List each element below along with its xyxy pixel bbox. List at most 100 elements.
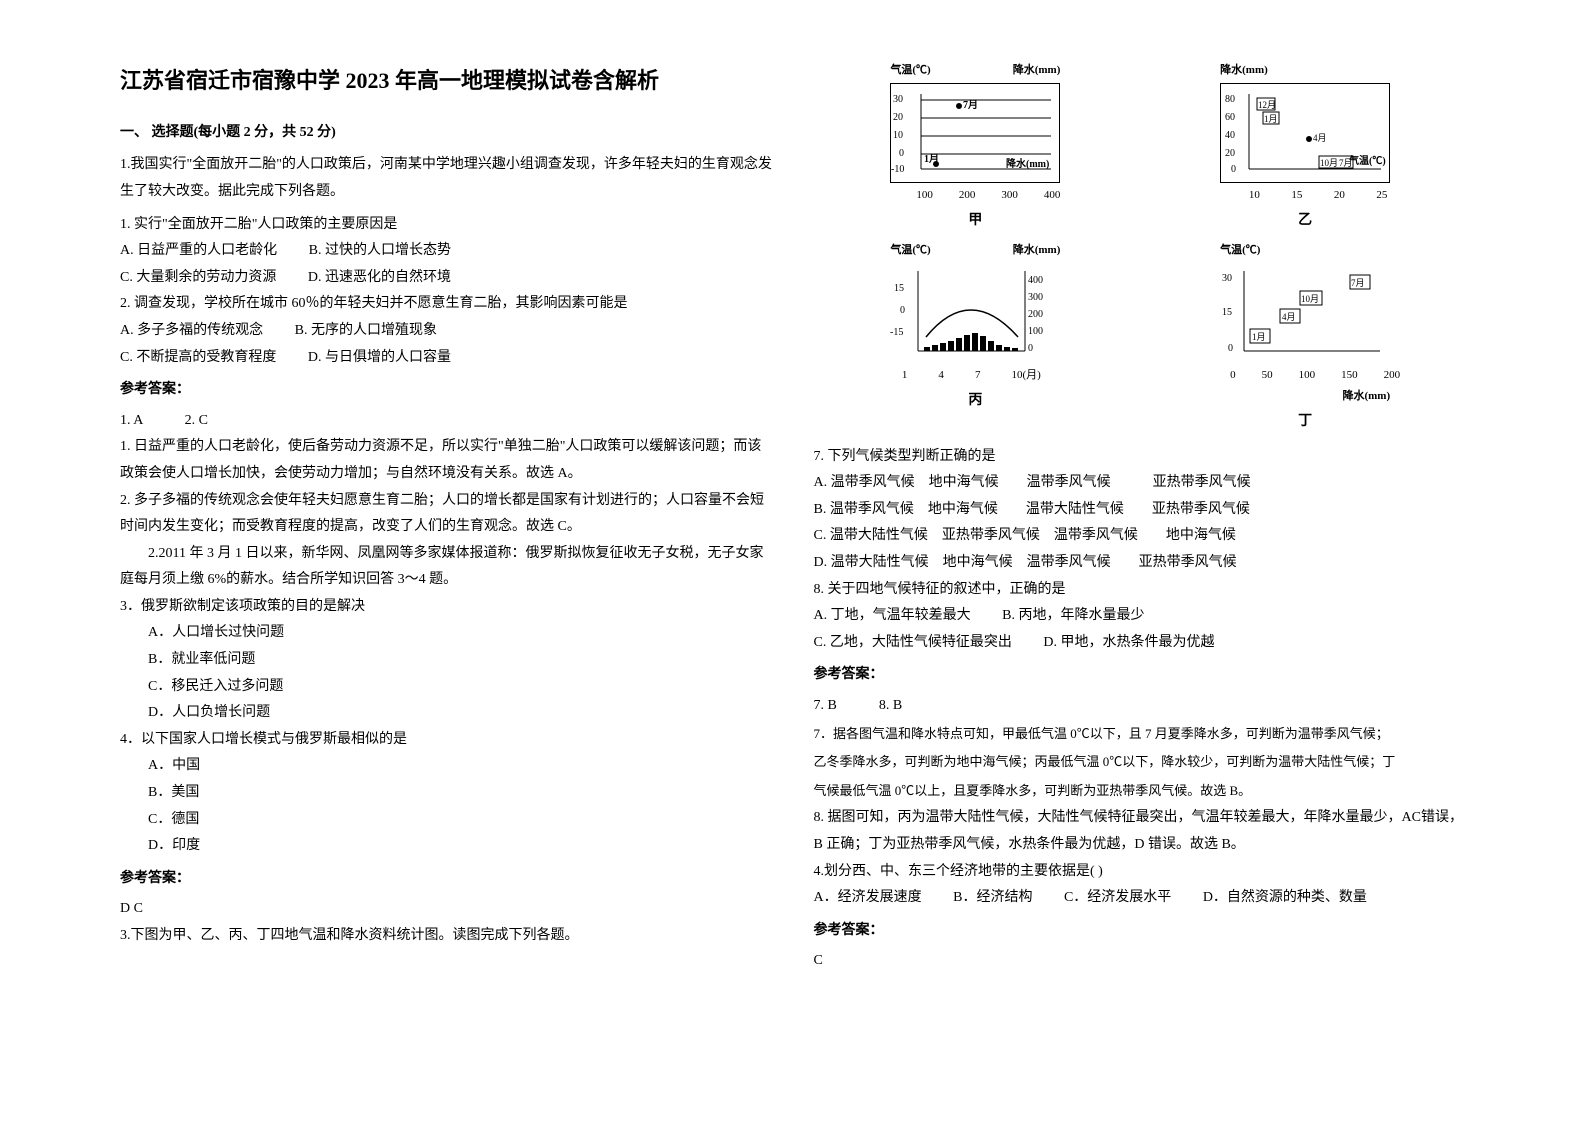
chart-svg: 30 20 10 0 -10 1月 7月 降水(mm) <box>891 84 1059 182</box>
q1-2-opts-row2: C. 不断提高的受教育程度 D. 与日俱增的人口容量 <box>120 345 774 372</box>
q3-answers: 7. B 8. B <box>814 693 1468 720</box>
axis-label: 气温(℃) <box>1220 240 1260 261</box>
tick: 400 <box>1028 275 1043 286</box>
opt: D. 温带大陆性气候 地中海气候 温带季风气候 亚热带季风气候 <box>814 550 1468 577</box>
tick: 400 <box>1044 185 1061 206</box>
tick: 200 <box>1028 309 1043 320</box>
tick: 60 <box>1225 112 1235 123</box>
chart-box: 30 15 0 1月 4月 7月 10月 <box>1220 263 1390 363</box>
tick: 1 <box>902 365 908 386</box>
q3-8-opts-row1: A. 丁地，气温年较差最大 B. 丙地，年降水量最少 <box>814 603 1468 630</box>
opt: D. 甲地，水热条件最为优越 <box>1043 630 1214 657</box>
chart-svg: 30 15 0 1月 4月 7月 10月 <box>1220 263 1390 363</box>
chart-box: 15 0 -15 400 300 200 100 0 <box>890 263 1060 363</box>
month-label: 1月 <box>924 153 939 165</box>
page-title: 江苏省宿迁市宿豫中学 2023 年高一地理模拟试卷含解析 <box>120 60 774 102</box>
bar <box>996 345 1002 351</box>
chart-yi: 降水(mm) 80 60 40 20 0 <box>1143 60 1467 234</box>
q3-intro: 3.下图为甲、乙、丙、丁四地气温和降水资料统计图。读图完成下列各题。 <box>120 923 774 950</box>
tick: 80 <box>1225 94 1235 105</box>
bar <box>948 341 954 351</box>
q2-4-stem: 4．以下国家人口增长模式与俄罗斯最相似的是 <box>120 727 774 754</box>
q2-3-opts: A．人口增长过快问题 B．就业率低问题 C．移民迁入过多问题 D．人口负增长问题 <box>120 620 774 726</box>
q3-exp1: 7．据各图气温和降水特点可知，甲最低气温 0℃以下，且 7 月夏季降水多，可判断… <box>814 720 1468 749</box>
q2-answers: D C <box>120 896 774 923</box>
bar <box>972 333 978 351</box>
opt: D. 与日俱增的人口容量 <box>308 345 451 372</box>
tick: 50 <box>1262 365 1273 386</box>
opt: A. 日益严重的人口老龄化 <box>120 238 277 265</box>
tick: -15 <box>890 327 903 338</box>
tick: 7 <box>975 365 981 386</box>
q3-exp2: 乙冬季降水多，可判断为地中海气候；丙最低气温 0℃以下，降水较少，可判断为温带大… <box>814 748 1468 777</box>
q3-7-stem: 7. 下列气候类型判断正确的是 <box>814 444 1468 471</box>
exam-page: 江苏省宿迁市宿豫中学 2023 年高一地理模拟试卷含解析 一、 选择题(每小题 … <box>0 0 1587 1122</box>
tick: 100 <box>1299 365 1316 386</box>
tick: 150 <box>1341 365 1358 386</box>
opt: C．德国 <box>148 807 774 834</box>
q1-2-stem: 2. 调查发现，学校所在城市 60％的年轻夫妇并不愿意生育二胎，其影响因素可能是 <box>120 291 774 318</box>
tick: 20 <box>1225 148 1235 159</box>
tick: 10 <box>893 130 903 141</box>
opt: A. 丁地，气温年较差最大 <box>814 603 971 630</box>
data-point <box>1306 136 1312 142</box>
climate-charts: 气温(℃) 降水(mm) 30 20 <box>814 60 1468 436</box>
tick: 0 <box>1230 365 1236 386</box>
data-point <box>956 103 962 109</box>
answer-head: 参考答案： <box>120 866 774 893</box>
opt: C. 乙地，大陆性气候特征最突出 <box>814 630 1012 657</box>
opt: C. 大量剩余的劳动力资源 <box>120 265 276 292</box>
chart-jia: 气温(℃) 降水(mm) 30 20 <box>814 60 1138 234</box>
opt: B．美国 <box>148 780 774 807</box>
answer-head: 参考答案： <box>120 377 774 404</box>
bar <box>988 341 994 351</box>
tick: 15 <box>894 283 904 294</box>
tick: 10(月) <box>1011 365 1040 386</box>
opt: B. 无序的人口增殖现象 <box>295 318 437 345</box>
axis-label: 降水(mm) <box>1006 157 1049 170</box>
month-label: 7月 <box>1351 278 1365 288</box>
opt: C．移民迁入过多问题 <box>148 674 774 701</box>
q1-exp1: 1. 日益严重的人口老龄化，使后备劳动力资源不足，所以实行"单独二胎"人口政策可… <box>120 434 774 487</box>
bar <box>980 336 986 351</box>
tick: 30 <box>893 94 903 105</box>
tick: 0 <box>900 305 905 316</box>
month-label: 10月 <box>1320 158 1338 168</box>
month-label: 12月 <box>1258 100 1276 110</box>
chart-box: 30 20 10 0 -10 1月 7月 降水(mm) <box>890 83 1060 183</box>
bar <box>932 345 938 351</box>
tick: 40 <box>1225 130 1235 141</box>
tick: 200 <box>1384 365 1401 386</box>
opt: B．经济结构 <box>953 885 1032 912</box>
chart-box: 80 60 40 20 0 12月 1月 4月 10月 7月 <box>1220 83 1390 183</box>
opt: C. 温带大陆性气候 亚热带季风气候 温带季风气候 地中海气候 <box>814 523 1468 550</box>
bar <box>1012 348 1018 351</box>
chart-svg: 15 0 -15 400 300 200 100 0 <box>890 263 1060 363</box>
tick: 0 <box>1028 343 1033 354</box>
chart-caption: 甲 <box>814 208 1138 235</box>
axis-label: 降水(mm) <box>1013 60 1061 81</box>
axis-label: 降水(mm) <box>1013 240 1061 261</box>
opt: A．人口增长过快问题 <box>148 620 774 647</box>
opt: C. 不断提高的受教育程度 <box>120 345 276 372</box>
opt: A. 温带季风气候 地中海气候 温带季风气候 亚热带季风气候 <box>814 470 1468 497</box>
tick: 100 <box>916 185 933 206</box>
chart-caption: 乙 <box>1143 208 1467 235</box>
tick: 200 <box>959 185 976 206</box>
month-label: 1月 <box>1264 114 1278 124</box>
q1-exp2: 2. 多子多福的传统观念会使年轻夫妇愿意生育二胎；人口的增长都是国家有计划进行的… <box>120 488 774 541</box>
q1-answers: 1. A 2. C <box>120 408 774 435</box>
tick: 20 <box>893 112 903 123</box>
month-label: 7月 <box>963 99 978 111</box>
month-label: 10月 <box>1301 294 1319 304</box>
q3-exp3: 气候最低气温 0℃以上，且夏季降水多，可判断为亚热带季风气候。故选 B。 <box>814 777 1468 806</box>
q2-4-opts: A．中国 B．美国 C．德国 D．印度 <box>120 753 774 859</box>
axis-label: 气温(℃) <box>1348 154 1386 167</box>
bar <box>924 347 930 351</box>
opt: B. 丙地，年降水量最少 <box>1002 603 1144 630</box>
axis-label: 气温(℃) <box>890 60 930 81</box>
opt: A．中国 <box>148 753 774 780</box>
q1-2-opts-row1: A. 多子多福的传统观念 B. 无序的人口增殖现象 <box>120 318 774 345</box>
opt: D. 迅速恶化的自然环境 <box>308 265 451 292</box>
axis-label: 气温(℃) <box>890 240 930 261</box>
